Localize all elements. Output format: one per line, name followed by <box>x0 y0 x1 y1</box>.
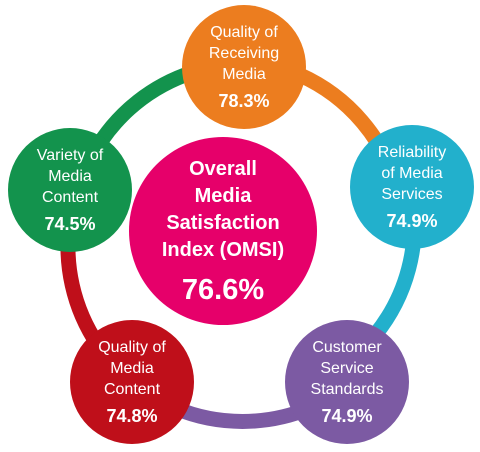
node-value: 74.9% <box>386 211 438 231</box>
node-value: 74.8% <box>106 406 158 426</box>
node-variety-of-media-content: Variety of Media Content 74.5% <box>8 128 132 252</box>
connector-customer-content-quality <box>172 401 313 429</box>
node-label: Reliability of Media Services <box>377 144 447 203</box>
node-label: Variety of Media Content <box>36 147 104 206</box>
overall-index-circle: Overall Media Satisfaction Index (OMSI) … <box>129 137 317 325</box>
node-reliability-of-media-services: Reliability of Media Services 74.9% <box>350 125 474 249</box>
node-customer-service-standards: Customer Service Standards 74.9% <box>285 320 409 444</box>
node-quality-of-receiving-media: Quality of Receiving Media 78.3% <box>182 5 306 129</box>
node-value: 74.9% <box>321 406 373 426</box>
overall-index-label: Overall Media Satisfaction Index (OMSI) <box>161 157 285 261</box>
node-label: Quality of Media Content <box>98 339 166 398</box>
node-label: Quality of Receiving Media <box>208 24 280 83</box>
node-quality-of-media-content: Quality of Media Content 74.8% <box>70 320 194 444</box>
node-value: 74.5% <box>44 214 96 234</box>
node-label: Customer Service Standards <box>310 339 384 398</box>
node-value: 78.3% <box>218 91 270 111</box>
overall-index-value: 76.6% <box>181 273 265 306</box>
